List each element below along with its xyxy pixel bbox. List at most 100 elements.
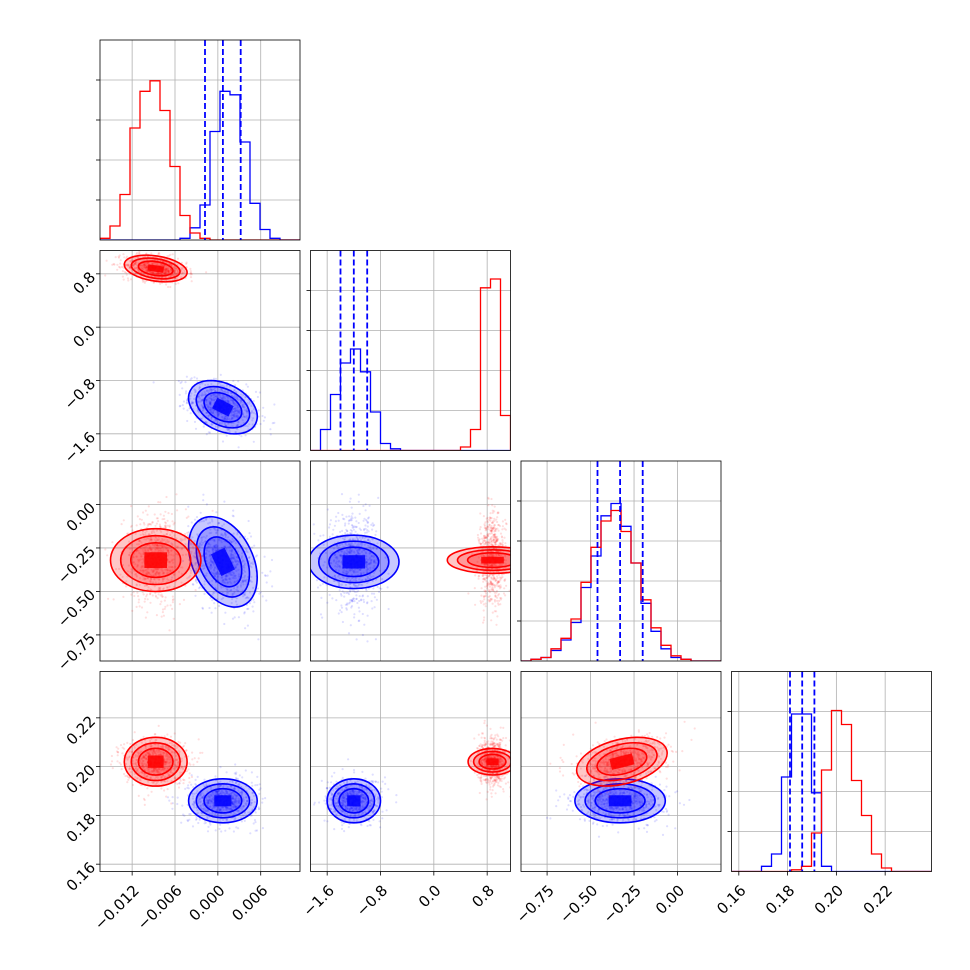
scatter-point — [245, 803, 248, 807]
scatter-point — [231, 556, 234, 559]
scatter-point — [489, 579, 492, 582]
scatter-point — [343, 524, 347, 527]
scatter-point — [144, 597, 147, 601]
scatter-point — [329, 519, 332, 522]
scatter-point — [213, 813, 216, 816]
scatter-point — [366, 558, 369, 562]
scatter-point — [184, 381, 187, 384]
scatter-point — [229, 793, 232, 796]
scatter-point — [139, 558, 142, 561]
scatter-point — [158, 273, 161, 276]
scatter-point — [337, 612, 340, 615]
scatter-point — [188, 407, 191, 410]
scatter-point — [333, 575, 336, 578]
scatter-point — [483, 543, 486, 546]
scatter-point — [490, 564, 494, 567]
scatter-point — [118, 254, 121, 257]
scatter-point — [245, 410, 248, 413]
scatter-point — [359, 568, 362, 571]
scatter-point — [216, 410, 219, 414]
scatter-point — [167, 511, 170, 515]
scatter-point — [208, 798, 211, 802]
scatter-point — [144, 572, 147, 575]
scatter-point — [340, 594, 343, 597]
scatter-point — [237, 406, 240, 409]
scatter-point — [228, 549, 232, 552]
scatter-point — [226, 415, 229, 419]
scatter-point — [253, 801, 256, 804]
scatter-point — [211, 807, 214, 810]
scatter-point — [236, 777, 239, 780]
scatter-point — [339, 554, 342, 557]
scatter-point — [147, 550, 150, 553]
scatter-point — [146, 261, 149, 265]
scatter-point — [334, 568, 338, 572]
scatter-point — [157, 587, 160, 590]
scatter-point — [166, 569, 169, 572]
scatter-point — [123, 256, 126, 259]
scatter-point — [491, 511, 494, 514]
scatter-point — [493, 576, 496, 580]
scatter-point — [132, 271, 135, 275]
scatter-point — [203, 580, 206, 583]
scatter-point — [143, 264, 146, 267]
scatter-point — [350, 517, 353, 520]
scatter-point — [369, 548, 373, 551]
scatter-point — [488, 574, 491, 577]
scatter-point — [381, 578, 384, 581]
scatter-point — [233, 792, 236, 795]
scatter-point — [229, 555, 232, 558]
scatter-point — [350, 515, 353, 518]
scatter-point — [497, 573, 500, 576]
scatter-point — [139, 553, 142, 556]
scatter-point — [259, 422, 262, 426]
scatter-point — [373, 559, 376, 562]
scatter-point — [497, 594, 500, 597]
scatter-point — [193, 376, 196, 379]
scatter-point — [216, 529, 219, 532]
scatter-point — [189, 535, 192, 538]
scatter-point — [366, 539, 369, 542]
scatter-point — [142, 565, 145, 569]
scatter-point — [490, 517, 493, 520]
scatter-point — [254, 784, 257, 787]
scatter-point — [355, 584, 358, 587]
scatter-point — [365, 557, 368, 560]
scatter-point — [148, 580, 151, 583]
scatter-point — [358, 548, 361, 551]
scatter-point — [142, 575, 145, 579]
scatter-point — [157, 251, 160, 254]
scatter-point — [231, 561, 234, 564]
scatter-point — [215, 419, 218, 422]
scatter-point — [212, 377, 216, 380]
scatter-point — [348, 551, 351, 554]
scatter-point — [485, 580, 488, 583]
scatter-point — [212, 411, 215, 414]
scatter-point — [477, 538, 480, 541]
scatter-point — [168, 262, 171, 265]
scatter-point — [194, 562, 197, 565]
scatter-point — [358, 512, 361, 516]
scatter-point — [357, 619, 360, 623]
scatter-point — [241, 552, 244, 555]
scatter-point — [202, 807, 205, 811]
scatter-point — [104, 274, 107, 277]
scatter-point — [205, 801, 208, 804]
scatter-point — [252, 417, 255, 420]
scatter-point — [234, 798, 237, 801]
scatter-point — [352, 597, 355, 600]
scatter-point — [497, 529, 500, 532]
scatter-point — [364, 578, 367, 582]
scatter-point — [487, 532, 490, 536]
scatter-point — [350, 519, 353, 522]
scatter-point — [345, 570, 348, 573]
scatter-point — [200, 520, 203, 523]
scatter-point — [167, 269, 170, 272]
scatter-point — [492, 533, 495, 536]
scatter-point — [206, 810, 209, 813]
scatter-point — [226, 808, 229, 811]
scatter-point — [156, 597, 159, 600]
scatter-point — [172, 273, 176, 276]
scatter-point — [371, 528, 374, 531]
scatter-point — [210, 560, 213, 563]
